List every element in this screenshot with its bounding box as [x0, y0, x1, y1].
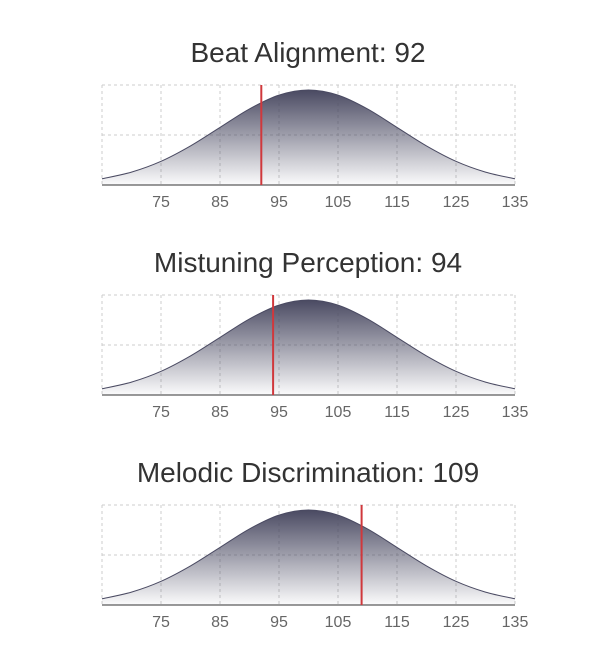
x-tick-label: 115: [384, 614, 410, 631]
density-curve: [101, 89, 516, 180]
x-tick-label: 105: [325, 194, 352, 211]
density-area: [102, 90, 515, 185]
x-tick-label: 95: [270, 614, 288, 631]
chart-title: Melodic Discrimination: 109: [137, 457, 479, 488]
density-area: [102, 510, 515, 605]
chart-title: Mistuning Perception: 94: [154, 247, 462, 278]
x-tick-label: 135: [502, 194, 529, 211]
x-tick-label: 125: [443, 614, 470, 631]
x-tick-label: 85: [211, 194, 229, 211]
x-tick-label: 75: [152, 404, 170, 421]
x-tick-label: 105: [325, 614, 352, 631]
density-area: [102, 300, 515, 395]
x-tick-label: 125: [443, 404, 470, 421]
x-tick-label: 95: [270, 404, 288, 421]
chart-title: Beat Alignment: 92: [190, 37, 425, 68]
x-tick-label: 135: [502, 614, 529, 631]
density-curve: [101, 299, 516, 390]
x-tick-label: 75: [152, 614, 170, 631]
x-tick-label: 105: [325, 404, 352, 421]
x-tick-label: 115: [384, 194, 410, 211]
x-tick-label: 135: [502, 404, 529, 421]
x-tick-label: 115: [384, 404, 410, 421]
x-tick-label: 125: [443, 194, 470, 211]
x-tick-label: 95: [270, 194, 288, 211]
x-tick-label: 75: [152, 194, 170, 211]
x-tick-label: 85: [211, 404, 229, 421]
density-curve: [101, 509, 516, 600]
x-tick-label: 85: [211, 614, 229, 631]
